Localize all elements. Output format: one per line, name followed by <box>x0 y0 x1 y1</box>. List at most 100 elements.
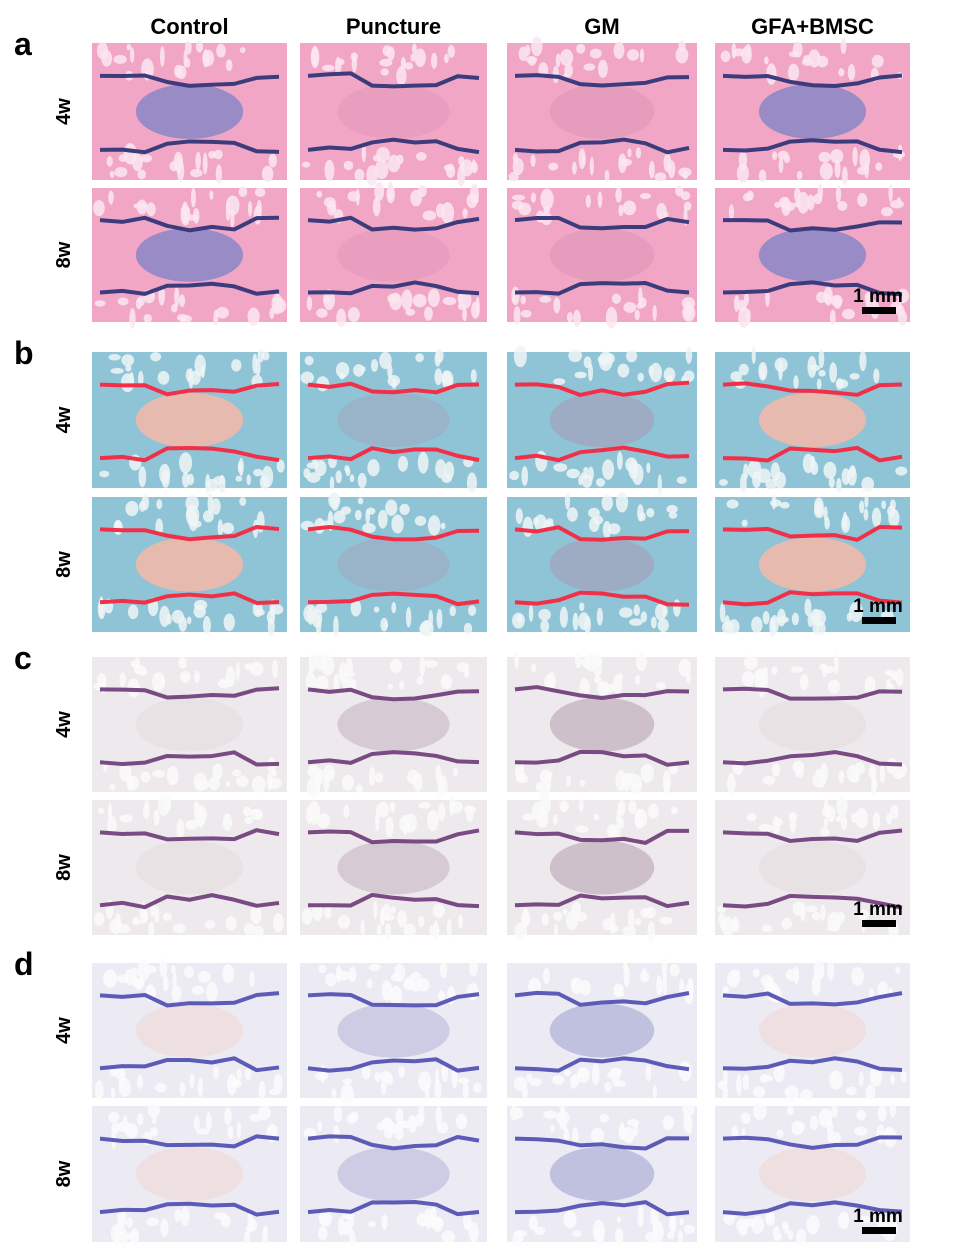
trabecula <box>661 956 668 979</box>
histology-tile <box>507 651 697 800</box>
trabecula <box>682 304 696 322</box>
trabecula <box>436 608 443 629</box>
trabecula <box>607 523 621 535</box>
trabecula <box>597 191 603 209</box>
trabecula <box>134 656 140 673</box>
trabecula <box>738 150 748 171</box>
trabecula <box>212 763 223 780</box>
trabecula <box>829 1070 844 1090</box>
trabecula <box>108 1111 120 1123</box>
trabecula <box>593 813 600 821</box>
trabecula <box>447 45 456 58</box>
trabecula <box>131 153 143 172</box>
trabecula <box>122 1115 128 1124</box>
trabecula <box>372 154 381 162</box>
trabecula <box>890 1074 895 1085</box>
trabecula <box>738 363 749 376</box>
endplate <box>307 992 480 1008</box>
trabecula <box>389 801 396 813</box>
endplate <box>722 381 903 397</box>
endplate <box>307 1199 480 1217</box>
endplate <box>722 280 903 297</box>
trabecula <box>738 306 750 329</box>
disc <box>549 840 655 895</box>
trabecula <box>849 373 860 380</box>
disc <box>758 697 867 752</box>
trabecula <box>579 678 590 699</box>
trabecula <box>679 1218 684 1226</box>
trabecula <box>232 769 242 777</box>
trabecula <box>856 909 869 920</box>
trabecula <box>395 1121 405 1131</box>
histology-tile <box>507 345 697 496</box>
disc <box>758 228 867 282</box>
trabecula <box>416 676 424 685</box>
trabecula <box>512 194 526 201</box>
trabecula <box>129 308 136 329</box>
trabecula <box>810 461 819 475</box>
trabecula <box>827 959 835 981</box>
trabecula <box>335 470 342 484</box>
trabecula <box>187 473 195 486</box>
trabecula <box>823 461 837 479</box>
trabecula <box>627 908 635 929</box>
trabecula <box>618 204 624 217</box>
trabecula <box>136 1074 144 1090</box>
endplate <box>99 686 280 700</box>
trabecula <box>818 349 825 368</box>
trabecula <box>252 353 258 374</box>
trabecula <box>391 514 404 534</box>
trabecula <box>143 313 152 323</box>
trabecula <box>354 509 362 521</box>
trabecula <box>772 151 778 161</box>
trabecula <box>131 978 145 988</box>
trabecula <box>513 345 527 368</box>
trabecula <box>415 152 427 161</box>
trabecula <box>374 772 384 783</box>
trabecula <box>590 1127 604 1144</box>
trabecula <box>119 814 133 823</box>
trabecula <box>655 603 667 621</box>
trabecula <box>120 373 135 393</box>
disc <box>337 392 450 448</box>
disc <box>337 697 450 752</box>
trabecula <box>655 682 667 689</box>
trabecula <box>202 152 208 175</box>
trabecula <box>687 977 694 998</box>
trabecula <box>574 371 587 379</box>
trabecula <box>820 762 829 783</box>
trabecula <box>836 795 848 817</box>
trabecula <box>437 781 445 797</box>
trabecula <box>111 1127 117 1149</box>
trabecula <box>622 962 628 971</box>
trabecula <box>553 378 566 386</box>
trabecula <box>895 966 901 974</box>
trabecula <box>618 1125 627 1141</box>
trabecula <box>314 675 329 691</box>
trabecula <box>438 802 446 821</box>
trabecula <box>446 918 452 939</box>
trabecula <box>405 606 412 628</box>
trabecula <box>849 601 863 623</box>
trabecula <box>253 925 264 937</box>
trabecula <box>552 814 558 826</box>
trabecula <box>152 769 165 778</box>
trabecula <box>463 805 477 814</box>
trabecula <box>466 193 478 209</box>
endplate <box>307 446 480 462</box>
trabecula <box>553 297 561 314</box>
histology-tile <box>507 491 697 634</box>
trabecula <box>385 499 398 516</box>
trabecula <box>673 599 681 617</box>
trabecula <box>396 154 404 165</box>
trabecula <box>764 56 769 65</box>
trabecula <box>589 48 602 59</box>
trabecula <box>231 359 242 372</box>
trabecula <box>623 965 630 988</box>
endplate <box>307 280 480 296</box>
scale-bar <box>862 1227 896 1234</box>
disc <box>549 392 655 448</box>
trabecula <box>765 478 777 490</box>
trabecula <box>889 1101 897 1118</box>
trabecula <box>379 907 386 927</box>
